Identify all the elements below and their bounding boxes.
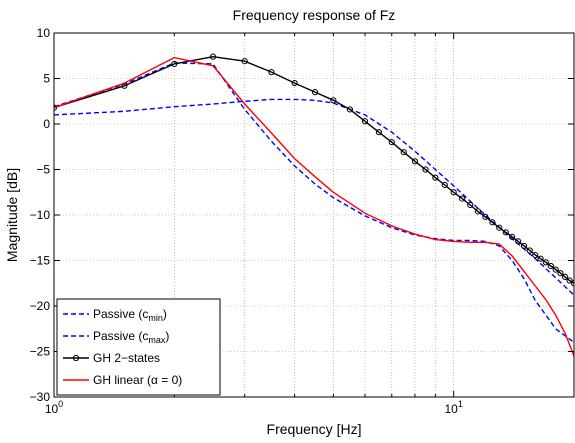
series-3-marker xyxy=(561,273,569,280)
x-tick-label: 101 xyxy=(444,399,462,416)
y-tick-label: −15 xyxy=(30,254,51,268)
series-3-marker xyxy=(268,69,275,76)
series-3-marker xyxy=(171,60,178,68)
series-layer xyxy=(54,53,574,357)
series-3-marker xyxy=(346,106,354,113)
series-3-marker xyxy=(467,201,474,209)
legend-box xyxy=(56,298,221,396)
y-tick-label: −25 xyxy=(30,345,51,359)
y-tick-label: −10 xyxy=(30,208,51,222)
series-3-marker xyxy=(400,149,407,156)
series-3-marker xyxy=(422,166,429,173)
x-tick-label: 100 xyxy=(45,399,63,416)
series-3-marker xyxy=(459,195,466,202)
series-3-marker xyxy=(532,251,539,259)
legend-marker xyxy=(72,354,80,362)
legend-label-4: GH linear (α = 0) xyxy=(93,373,182,387)
series-3-marker xyxy=(552,266,559,273)
series-3-marker xyxy=(241,58,248,65)
series-3-marker xyxy=(489,219,496,226)
y-tick-label: 0 xyxy=(43,117,50,131)
series-3-marker xyxy=(482,213,489,220)
series-line-3 xyxy=(54,55,574,284)
series-3-marker xyxy=(311,89,319,96)
y-tick-label: 5 xyxy=(43,72,50,86)
series-3-marker xyxy=(557,270,564,277)
legend: Passive (cmin) Passive (cmax) GH 2−states G… xyxy=(56,298,221,396)
series-line-4 xyxy=(54,56,574,357)
series-3-marker xyxy=(432,174,439,181)
series-3-marker xyxy=(508,233,516,240)
series-3-marker xyxy=(375,129,383,136)
legend-label-3: GH 2−states xyxy=(93,351,160,365)
series-3-marker xyxy=(474,208,482,215)
series-3-marker xyxy=(361,118,369,125)
series-3-marker xyxy=(496,224,503,231)
legend-label-1: Passive (cmin) xyxy=(93,307,167,323)
series-3-marker xyxy=(537,255,544,262)
series-3-marker xyxy=(441,181,448,189)
series-3-marker xyxy=(520,242,528,250)
y-axis-label: Magnitude [dB] xyxy=(4,168,20,262)
legend-label-2: Passive (cmax) xyxy=(93,329,169,345)
series-3-marker xyxy=(330,97,337,104)
series-3-marker xyxy=(547,262,554,270)
series-3-marker xyxy=(570,280,574,287)
series-3-marker xyxy=(526,247,533,254)
y-tick-label: −30 xyxy=(30,390,51,404)
series-3-marker xyxy=(411,158,419,165)
series-3-marker xyxy=(566,277,573,284)
series-3-marker xyxy=(450,189,457,196)
series-3-marker xyxy=(515,238,522,245)
y-tick-label: −20 xyxy=(30,299,51,313)
x-axis-label: Frequency [Hz] xyxy=(267,421,362,437)
series-3-marker xyxy=(502,229,509,236)
series-3-marker xyxy=(291,79,298,87)
series-3-marker xyxy=(209,53,217,60)
series-3-marker xyxy=(542,259,549,266)
y-tick-label: 10 xyxy=(37,26,51,40)
y-tick-label: −5 xyxy=(36,163,50,177)
series-line-2 xyxy=(54,62,574,343)
series-3-marker xyxy=(388,139,395,146)
chart-title: Frequency response of Fz xyxy=(233,7,396,23)
